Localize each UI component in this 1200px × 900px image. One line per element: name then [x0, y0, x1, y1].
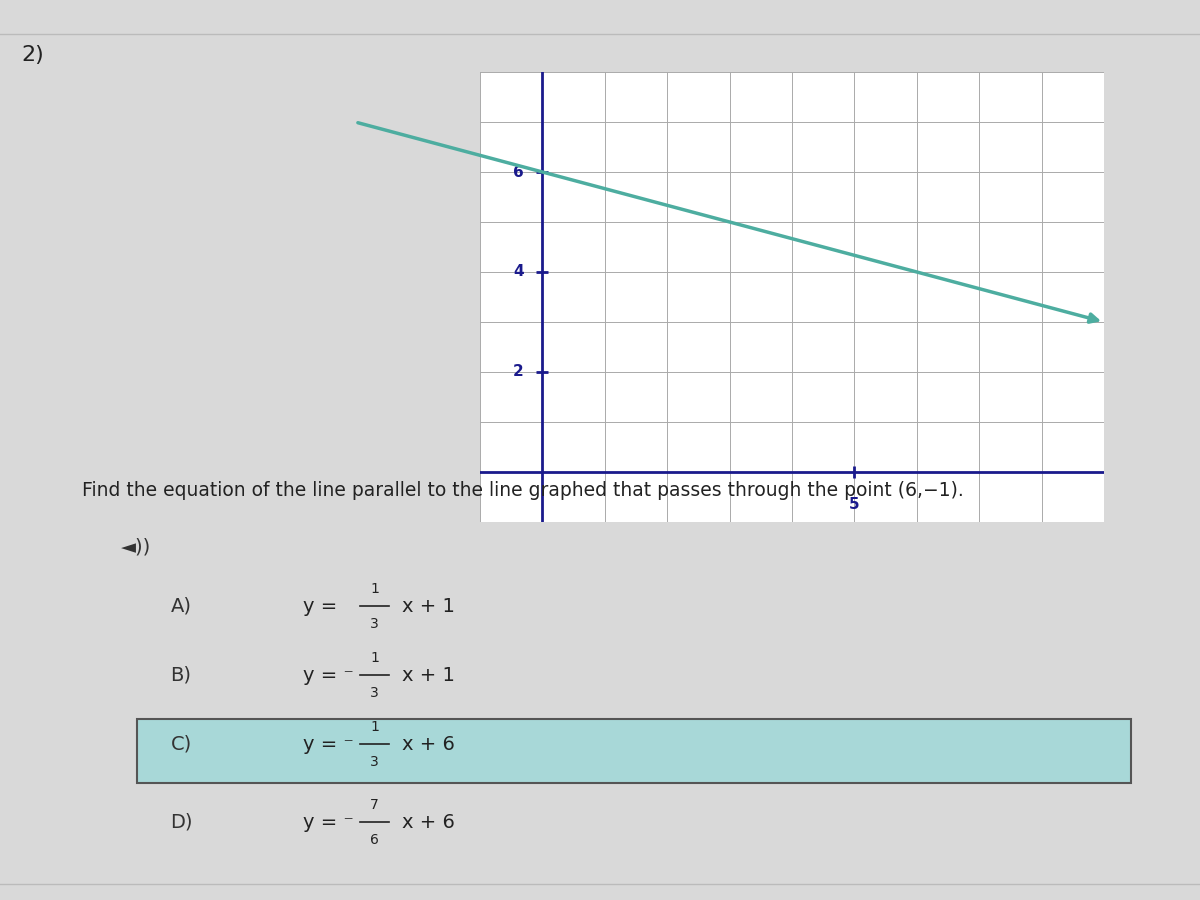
Text: C): C) — [170, 735, 192, 754]
Text: y =: y = — [302, 597, 343, 616]
Text: 2): 2) — [22, 45, 44, 65]
Text: y = ⁻: y = ⁻ — [302, 813, 354, 832]
Text: 6: 6 — [371, 832, 379, 847]
Text: 3: 3 — [371, 686, 379, 700]
Text: 1: 1 — [371, 581, 379, 596]
Text: x + 1: x + 1 — [402, 597, 455, 616]
Text: 2: 2 — [512, 364, 523, 380]
Text: B): B) — [170, 666, 192, 685]
Text: D): D) — [170, 813, 193, 832]
Text: y = ⁻: y = ⁻ — [302, 735, 354, 754]
Text: A): A) — [170, 597, 192, 616]
Text: x + 6: x + 6 — [402, 813, 455, 832]
Text: 7: 7 — [371, 797, 379, 812]
Text: x + 1: x + 1 — [402, 666, 455, 685]
Text: 3: 3 — [371, 616, 379, 631]
Text: 4: 4 — [514, 265, 523, 280]
Text: 3: 3 — [371, 755, 379, 770]
Text: 1: 1 — [371, 651, 379, 665]
Text: 1: 1 — [371, 720, 379, 733]
Text: 5: 5 — [850, 497, 859, 512]
Text: Find the equation of the line parallel to the line graphed that passes through t: Find the equation of the line parallel t… — [82, 481, 964, 500]
Text: y = ⁻: y = ⁻ — [302, 666, 354, 685]
Text: 6: 6 — [512, 165, 523, 179]
Text: x + 6: x + 6 — [402, 735, 455, 754]
Text: ◄)): ◄)) — [121, 537, 151, 556]
FancyBboxPatch shape — [137, 718, 1130, 783]
